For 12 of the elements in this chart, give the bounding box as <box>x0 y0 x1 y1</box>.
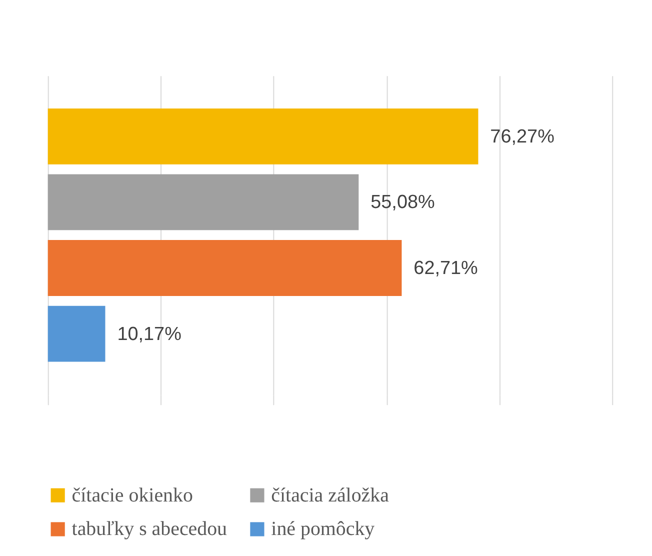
data-label: 62,71% <box>414 258 478 279</box>
legend-label: čítacia záložka <box>271 484 390 506</box>
data-label: 55,08% <box>370 192 436 214</box>
bar <box>48 174 359 230</box>
legend-label: iné pomôcky <box>271 518 375 540</box>
legend-label: čítacie okienko <box>72 484 193 506</box>
bar <box>48 306 106 362</box>
bar <box>48 240 402 296</box>
legend-label: tabuľky s abecedou <box>72 518 228 540</box>
bar <box>48 108 478 164</box>
data-label: 76,27% <box>490 126 555 148</box>
data-label: 10,17% <box>117 324 182 345</box>
